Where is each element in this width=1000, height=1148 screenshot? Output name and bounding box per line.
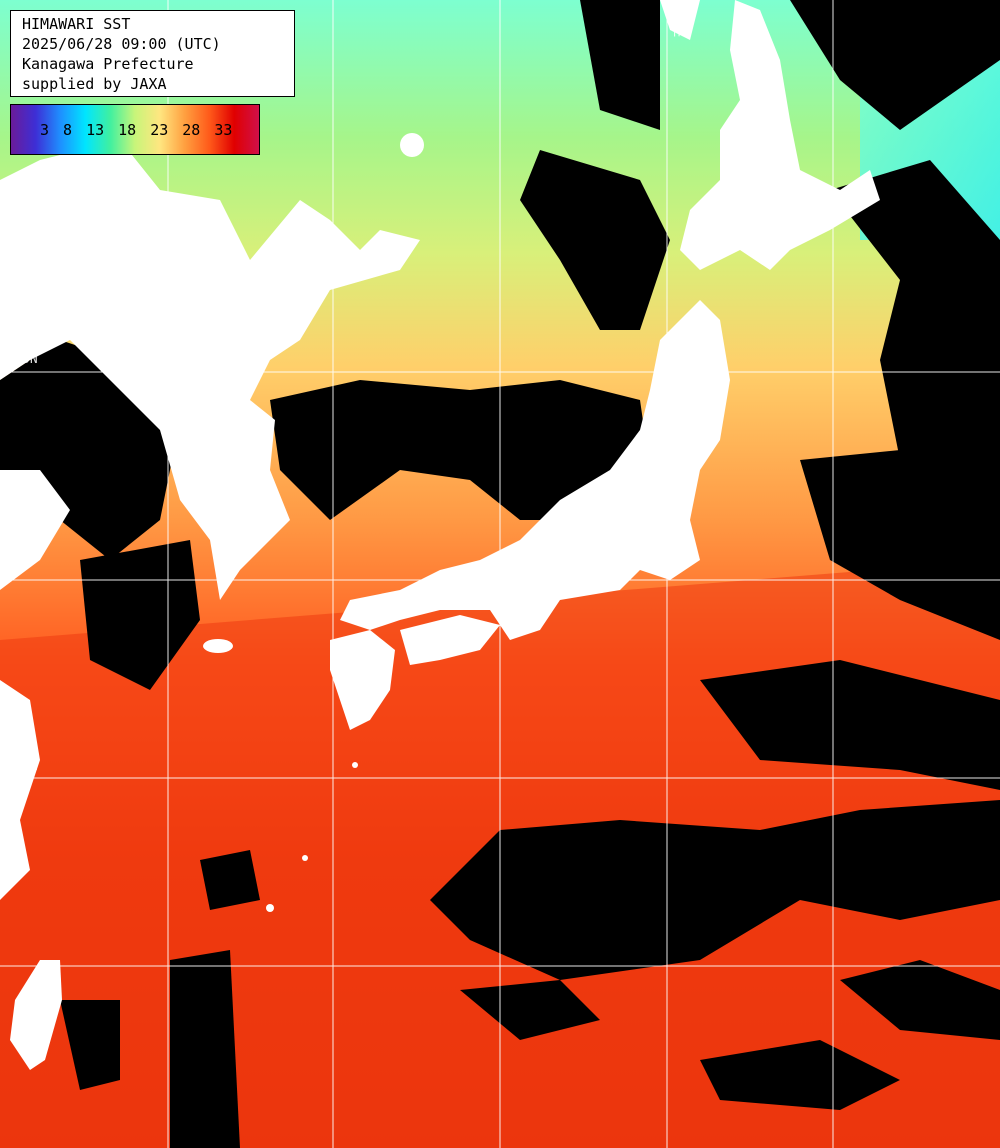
scale-tick-23: 23	[150, 120, 169, 139]
land-shikoku	[400, 615, 500, 665]
scale-tick-labels: 3 8 13 18 23 28 33	[11, 105, 259, 154]
title-box: HIMAWARI SST 2025/06/28 09:00 (UTC) Kana…	[10, 10, 295, 97]
land-kyushu	[330, 630, 395, 730]
title-datetime: 2025/06/28 09:00 (UTC)	[22, 35, 221, 53]
scale-tick-28: 28	[182, 120, 201, 139]
lat-label-top: ON	[22, 352, 38, 367]
scale-tick-33: 33	[214, 120, 233, 139]
land-sakhalin	[660, 0, 700, 40]
land-hokkaido	[680, 0, 880, 270]
lat-label-mid: ON	[22, 759, 38, 774]
title-product: HIMAWARI SST	[22, 15, 131, 33]
scale-tick-13: 13	[86, 120, 105, 139]
scale-tick-3: 3	[40, 120, 50, 139]
land-korea	[0, 140, 420, 600]
lon-label-140e: 140E	[670, 6, 685, 38]
scale-tick-8: 8	[63, 120, 73, 139]
land-china-south	[0, 680, 40, 900]
scale-tick-18: 18	[118, 120, 137, 139]
land	[0, 0, 880, 1070]
land-china-coast	[0, 470, 70, 590]
land-jeju	[203, 639, 233, 653]
land-taiwan	[10, 960, 62, 1070]
title-region: Kanagawa Prefecture	[22, 55, 194, 73]
title-source: supplied by JAXA	[22, 75, 167, 93]
land-honshu	[340, 300, 730, 640]
temperature-color-scale: 3 8 13 18 23 28 33	[10, 104, 260, 155]
